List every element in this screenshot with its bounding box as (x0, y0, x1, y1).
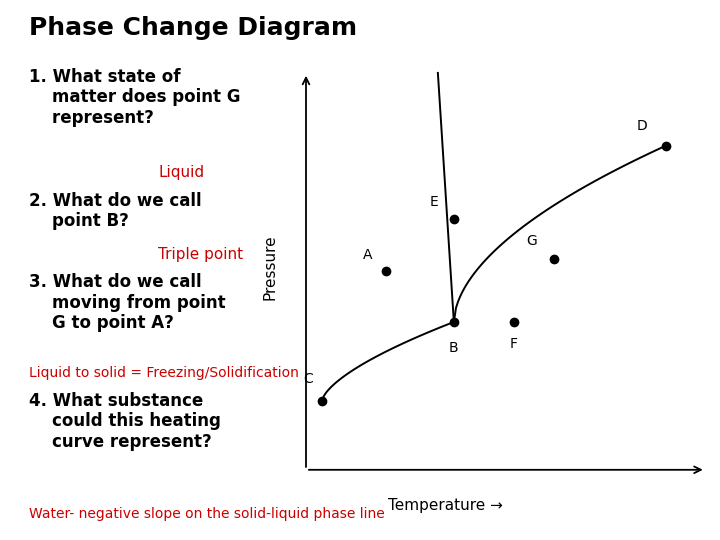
Text: Temperature →: Temperature → (388, 498, 503, 513)
Text: B: B (449, 341, 459, 355)
Text: C: C (303, 372, 313, 386)
Text: G: G (526, 234, 537, 248)
Text: F: F (510, 338, 518, 351)
Text: D: D (636, 119, 647, 132)
Text: Phase Change Diagram: Phase Change Diagram (29, 16, 357, 40)
Text: 2. What do we call
    point B?: 2. What do we call point B? (29, 192, 202, 231)
Text: E: E (430, 195, 438, 210)
Text: Liquid to solid = Freezing/Solidification: Liquid to solid = Freezing/Solidificatio… (29, 366, 299, 380)
Text: 3. What do we call
    moving from point
    G to point A?: 3. What do we call moving from point G t… (29, 273, 225, 332)
Text: Triple point: Triple point (158, 247, 243, 262)
Text: 4. What substance
    could this heating
    curve represent?: 4. What substance could this heating cur… (29, 392, 220, 451)
Text: Liquid: Liquid (158, 165, 204, 180)
Text: Pressure: Pressure (263, 234, 277, 300)
Text: 1. What state of
    matter does point G
    represent?: 1. What state of matter does point G rep… (29, 68, 240, 127)
Text: Water- negative slope on the solid-liquid phase line: Water- negative slope on the solid-liqui… (29, 507, 384, 521)
Text: A: A (363, 248, 373, 262)
